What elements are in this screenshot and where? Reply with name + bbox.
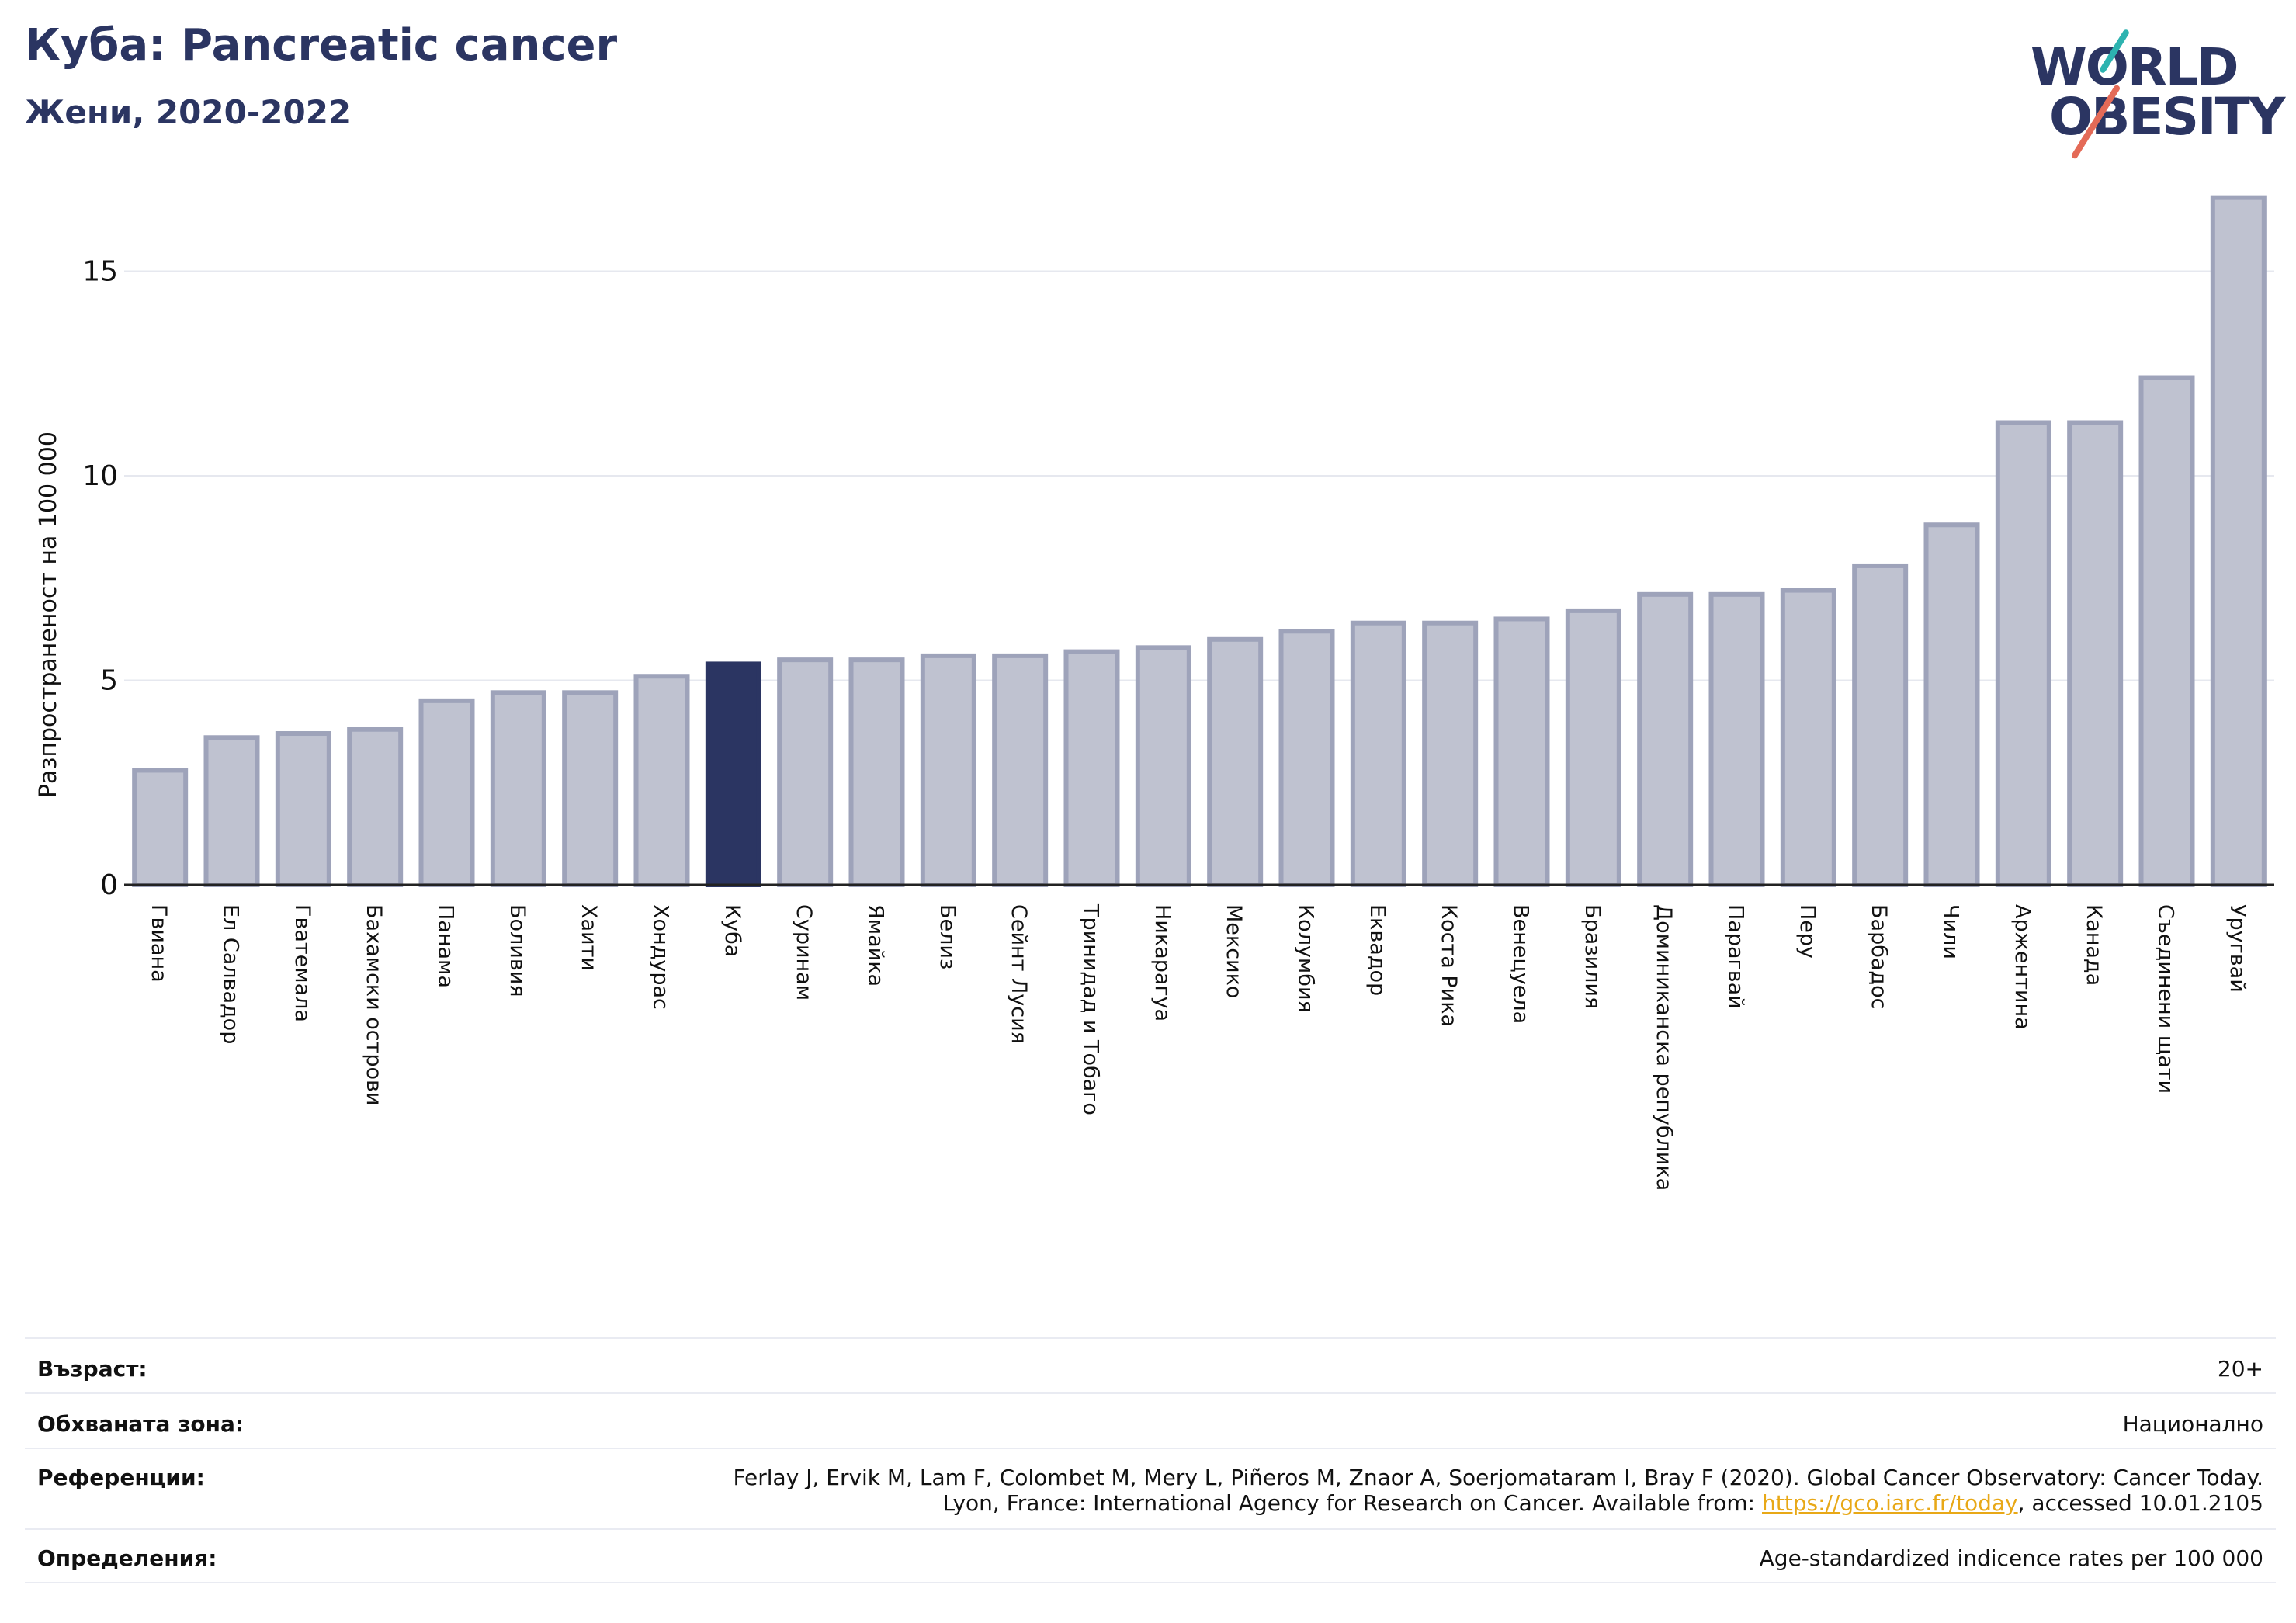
bar-16 — [1278, 629, 1335, 887]
bar-5 — [490, 690, 546, 887]
reference-line-2-suffix: , accessed 10.01.2105 — [2017, 1490, 2263, 1516]
x-tick-label: Мексико — [1222, 904, 1246, 998]
grid-lines — [124, 270, 2274, 681]
x-tick-label: Колумбия — [1294, 904, 1318, 1013]
bar-22 — [1708, 591, 1765, 888]
bar-0 — [132, 768, 189, 887]
x-tick-label: Уругвай — [2225, 904, 2249, 993]
bar-28 — [2138, 375, 2195, 887]
bar-11 — [920, 653, 976, 887]
y-tick-label: 0 — [100, 869, 118, 901]
bar-4 — [418, 698, 475, 887]
bar-15 — [1207, 636, 1264, 887]
x-tick-label: Перу — [1795, 904, 1819, 959]
y-tick-labels: 0 5 10 15 — [82, 256, 118, 902]
age-label: Възраст: — [37, 1356, 147, 1382]
bar-13 — [1063, 649, 1120, 887]
reference-line-2-prefix: Lyon, France: International Agency for R… — [942, 1490, 1762, 1516]
bar-17 — [1350, 620, 1406, 887]
x-tick-label: Аржентина — [2010, 904, 2034, 1030]
x-tick-label: Гвиана — [147, 904, 171, 983]
logo-line-1: WORLD — [2031, 37, 2239, 97]
x-tick-label: Хаити — [577, 904, 601, 971]
bar-8 — [705, 661, 761, 887]
x-tick-label: Бахамски острови — [362, 904, 386, 1105]
x-tick-label: Тринидад и Тобаго — [1079, 903, 1103, 1115]
bar-20 — [1565, 608, 1621, 887]
area-value: Национално — [2122, 1411, 2263, 1437]
world-obesity-logo: WORLD OBESITY — [2018, 22, 2285, 161]
x-tick-label: Съединени щати — [2154, 904, 2178, 1094]
bar-2 — [275, 731, 331, 888]
x-tick-label: Ямайка — [864, 904, 888, 987]
x-tick-label: Суринам — [792, 904, 816, 1001]
x-tick-label: Куба — [720, 904, 744, 957]
x-tick-label: Никарагуа — [1150, 904, 1174, 1021]
bar-1 — [203, 735, 260, 888]
x-tick-label: Доминиканска република — [1652, 904, 1676, 1191]
bar-19 — [1493, 616, 1550, 887]
area-label: Обхваната зона: — [37, 1411, 245, 1437]
bar-25 — [1923, 522, 1980, 887]
x-tick-label: Ел Салвадор — [219, 904, 243, 1044]
x-tick-label: Барбадос — [1867, 904, 1891, 1009]
x-tick-label: Панама — [434, 904, 458, 988]
page-title: Куба: Pancreatic cancer — [25, 20, 618, 71]
bar-3 — [347, 727, 404, 887]
x-tick-label: Коста Рика — [1437, 904, 1461, 1027]
info-row-age: Възраст: 20+ — [25, 1337, 2276, 1392]
bar-14 — [1135, 645, 1191, 888]
x-tick-label: Чили — [1939, 904, 1963, 959]
x-tick-label: Гватемала — [290, 904, 314, 1022]
bar-26 — [1995, 420, 2051, 887]
bar-21 — [1637, 591, 1694, 888]
info-row-references: Референции: Ferlay J, Ervik M, Lam F, Co… — [25, 1448, 2276, 1528]
bar-chart: 0 5 10 15 Гвиана Ел Салвадор Гватемала Бахамск… — [35, 195, 2274, 1191]
bar-7 — [633, 674, 690, 887]
references-value: Ferlay J, Ervik M, Lam F, Colombet M, Me… — [733, 1465, 2263, 1516]
x-tick-label: Белиз — [935, 904, 959, 969]
x-tick-label: Боливия — [505, 904, 529, 997]
bar-12 — [992, 653, 1049, 887]
bar-24 — [1852, 563, 1909, 887]
reference-line-1: Ferlay J, Ervik M, Lam F, Colombet M, Me… — [733, 1465, 2263, 1490]
info-row-area: Обхваната зона: Национално — [25, 1392, 2276, 1448]
x-tick-label: Канада — [2082, 904, 2106, 986]
bar-9 — [777, 657, 834, 888]
x-tick-label: Сейнт Лусия — [1007, 904, 1031, 1044]
bar-10 — [848, 657, 905, 888]
definitions-label: Определения: — [37, 1545, 217, 1571]
references-label: Референции: — [37, 1465, 205, 1490]
x-tick-labels: Гвиана Ел Салвадор Гватемала Бахамски остро… — [147, 903, 2249, 1191]
y-tick-label: 15 — [82, 256, 118, 288]
x-tick-label: Венецуела — [1509, 904, 1533, 1024]
info-table: Възраст: 20+ Обхваната зона: Национално … — [25, 1337, 2276, 1583]
bar-18 — [1422, 620, 1479, 887]
bar-23 — [1780, 588, 1836, 887]
y-axis-label: Разпространеност на 100 000 — [35, 432, 62, 798]
bar-27 — [2067, 420, 2124, 887]
y-tick-label: 10 — [82, 460, 118, 492]
bar-6 — [562, 690, 619, 887]
x-tick-label: Бразилия — [1580, 904, 1604, 1009]
age-value: 20+ — [2217, 1356, 2263, 1382]
x-tick-label: Хондурас — [649, 904, 673, 1010]
definitions-value: Age-standardized indicence rates per 100… — [1759, 1545, 2263, 1571]
reference-link[interactable]: https://gco.iarc.fr/today — [1762, 1490, 2018, 1516]
x-tick-label: Парагвай — [1724, 904, 1748, 1009]
x-tick-label: Еквадор — [1365, 904, 1389, 996]
bars — [132, 195, 2267, 888]
info-row-definitions: Определения: Age-standardized indicence … — [25, 1528, 2276, 1583]
page-subtitle: Жени, 2020-2022 — [25, 93, 352, 131]
y-tick-label: 5 — [100, 665, 118, 697]
bar-29 — [2210, 195, 2267, 887]
